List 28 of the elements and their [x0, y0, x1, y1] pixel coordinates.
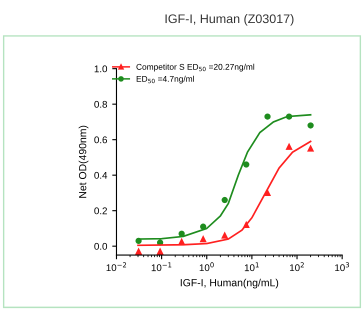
point — [307, 145, 314, 152]
point — [135, 248, 142, 255]
y-tick-label: 0.8 — [94, 100, 108, 108]
point — [222, 196, 228, 204]
point — [307, 122, 314, 129]
chart-title: IGF-I, Human (Z03017) — [166, 14, 294, 26]
point — [156, 248, 164, 255]
x-tick-label: 10$^{0}$ — [200, 262, 214, 272]
y-tick-label: 0.4 — [94, 172, 108, 179]
x-axis-title: IGF-I, Human(ng/mL) — [180, 278, 278, 288]
x-tick-label: 10$^{3}$ — [335, 262, 350, 272]
legend-label: Competitor S ED$_{50}$ =20.27ng/ml — [136, 64, 254, 72]
y-tick-label: 0.2 — [94, 207, 107, 214]
x-tick-label: 10$^{−1}$ — [152, 262, 172, 272]
point — [264, 113, 271, 120]
x-tick-label: 10$^{1}$ — [244, 262, 259, 272]
point — [286, 144, 292, 150]
y-tick-label: 1.0 — [94, 65, 108, 72]
point — [222, 232, 228, 239]
point — [200, 236, 206, 242]
point — [243, 161, 250, 168]
y-axis-title: Net OD(490nm) — [78, 126, 88, 198]
x-tick-label: 10$^{−2}$ — [106, 262, 126, 272]
y-tick-label: 0.6 — [94, 136, 108, 144]
legend-label: ED$_{50}$ =4.7ng/ml — [136, 76, 194, 84]
x-tick-label: 10$^{2}$ — [290, 262, 304, 272]
y-tick-label: 0.0 — [94, 242, 108, 250]
point — [200, 224, 206, 230]
